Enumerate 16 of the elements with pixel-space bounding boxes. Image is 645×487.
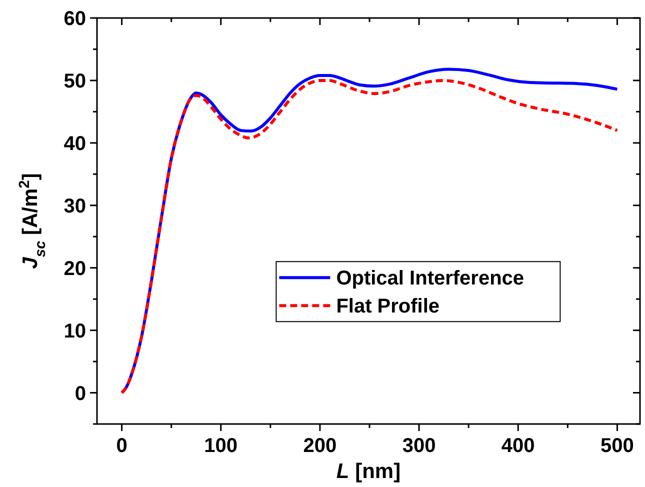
y-tick-label: 40	[64, 132, 86, 155]
x-tick-label: 500	[600, 435, 634, 457]
y-tick-label: 50	[64, 70, 86, 92]
y-tick-label: 0	[74, 382, 86, 405]
y-tick-label: 60	[64, 8, 86, 30]
legend-label: Flat Profile	[336, 296, 440, 318]
y-tick-label: 30	[64, 195, 86, 218]
x-tick-label: 400	[501, 435, 535, 457]
legend-label: Optical Interference	[336, 268, 524, 290]
x-tick-label: 0	[116, 435, 128, 457]
x-tick-label: 300	[402, 435, 436, 457]
x-axis-title: L [nm]	[336, 460, 401, 483]
x-tick-label: 200	[303, 435, 337, 457]
y-tick-label: 10	[64, 320, 86, 342]
x-tick-label: 100	[204, 435, 238, 457]
y-tick-label: 20	[64, 258, 86, 280]
